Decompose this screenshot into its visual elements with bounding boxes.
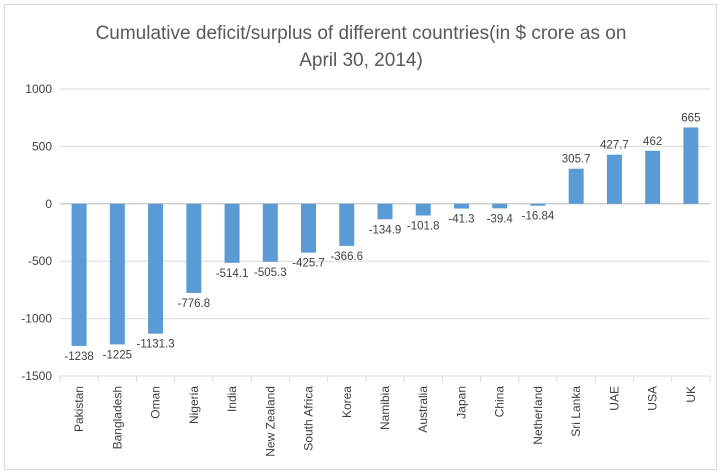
x-tick-label: South Africa	[302, 386, 316, 451]
data-label: -1131.3	[137, 339, 175, 351]
data-label: -41.3	[448, 214, 474, 226]
bars	[71, 127, 699, 346]
x-tick-label: Japan	[454, 386, 468, 419]
bar	[530, 203, 546, 206]
x-axis: Pakistan Bangladesh Oman Nigeria India New Ze…	[72, 386, 698, 457]
y-tick-label: 0	[45, 197, 52, 211]
bar	[453, 203, 469, 209]
data-labels: -1238 -1225 -1131.3 -776.8 -514.1 -505.3 -425.…	[64, 112, 700, 362]
x-tick-label: New Zealand	[263, 386, 277, 457]
data-label: -425.7	[292, 258, 325, 270]
data-label: 305.7	[562, 154, 591, 166]
data-label: -514.1	[216, 268, 249, 280]
bar	[301, 203, 317, 253]
bar	[262, 203, 278, 262]
y-tick-label: -1000	[21, 312, 52, 326]
data-label: -101.8	[407, 220, 440, 232]
chart-title-line-2: April 30, 2014)	[299, 50, 423, 71]
data-label: -505.3	[254, 267, 287, 279]
data-label: -1238	[64, 351, 93, 363]
bar	[415, 203, 431, 216]
x-tick-label: Netherland	[531, 386, 545, 445]
bar	[377, 203, 393, 220]
y-axis: 1000 500 0 -500 -1000 -1500	[21, 82, 52, 383]
data-label: -16.84	[522, 211, 555, 223]
chart-svg: Cumulative deficit/surplus of different …	[21, 23, 711, 457]
bar	[186, 203, 202, 293]
data-label: -366.6	[330, 251, 363, 263]
y-tick-label: -500	[28, 254, 52, 268]
bar	[645, 150, 661, 204]
y-tick-label: 500	[32, 139, 52, 153]
chart-title-line-1: Cumulative deficit/surplus of different …	[96, 23, 627, 44]
data-label: -134.9	[369, 224, 402, 236]
bar	[568, 168, 584, 204]
x-tick-label: Nigeria	[187, 386, 201, 424]
x-tick-label: Australia	[416, 386, 430, 433]
x-tick-label: Bangladesh	[110, 386, 124, 449]
x-tick-label: UAE	[607, 386, 621, 411]
bar	[492, 203, 508, 209]
bar	[224, 203, 240, 263]
x-tick-label: Sri Lanka	[569, 386, 583, 437]
data-label: -39.4	[487, 213, 514, 225]
data-label: -776.8	[178, 298, 211, 310]
x-tick-label: Namibia	[378, 386, 392, 430]
bar	[606, 154, 622, 204]
y-tick-label: -1500	[21, 369, 52, 383]
x-tick-label: Oman	[149, 386, 163, 419]
chart-frame: Cumulative deficit/surplus of different …	[4, 4, 717, 470]
data-label: 427.7	[600, 140, 629, 152]
x-tick-label: Korea	[340, 386, 354, 418]
bar	[71, 203, 87, 346]
bar	[339, 203, 355, 246]
data-label: 462	[643, 136, 662, 148]
y-tick-label: 1000	[25, 82, 52, 96]
x-tick-label: Pakistan	[72, 386, 86, 432]
bar	[109, 203, 125, 345]
x-tick-label: UK	[684, 386, 698, 403]
x-tick-label: India	[225, 386, 239, 412]
data-label: -1225	[103, 349, 132, 361]
x-tick-label: China	[493, 386, 507, 418]
bar	[683, 127, 699, 204]
x-tick-label: USA	[646, 386, 660, 411]
bar	[148, 203, 164, 334]
data-label: 665	[681, 112, 700, 124]
